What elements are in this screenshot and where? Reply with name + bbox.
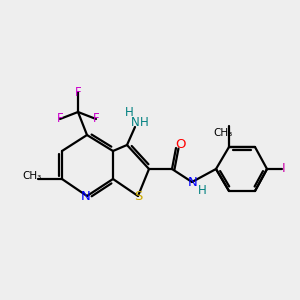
Text: CH₃: CH₃	[213, 128, 232, 138]
Text: I: I	[282, 163, 286, 176]
Text: CH₃: CH₃	[22, 171, 42, 181]
Text: N: N	[130, 116, 140, 130]
Text: S: S	[134, 190, 142, 202]
Text: F: F	[75, 85, 81, 98]
Text: O: O	[175, 137, 185, 151]
Text: F: F	[93, 112, 99, 125]
Text: H: H	[198, 184, 206, 197]
Text: F: F	[57, 112, 63, 125]
Text: H: H	[124, 106, 134, 119]
Text: N: N	[81, 190, 91, 202]
Text: H: H	[140, 116, 148, 130]
Text: N: N	[188, 176, 198, 188]
